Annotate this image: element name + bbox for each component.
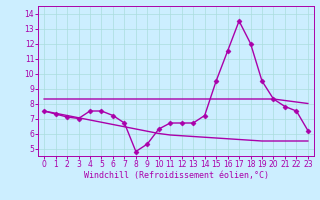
X-axis label: Windchill (Refroidissement éolien,°C): Windchill (Refroidissement éolien,°C) [84,171,268,180]
